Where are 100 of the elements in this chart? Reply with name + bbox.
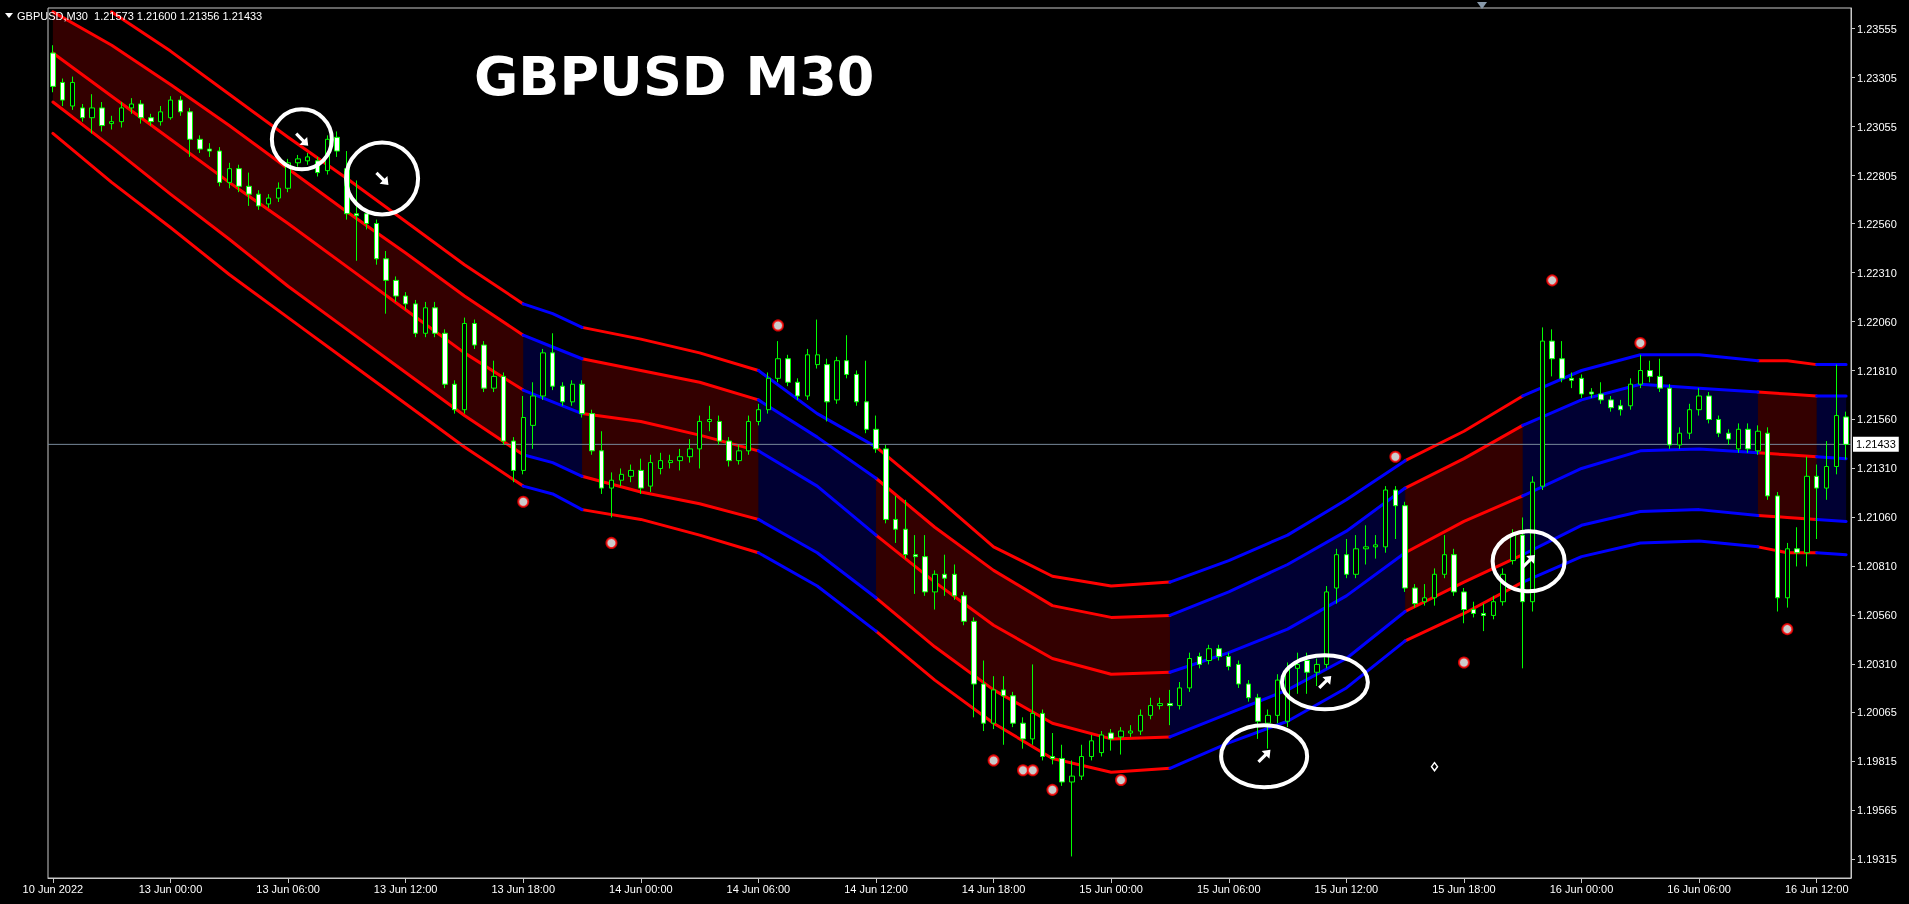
candlestick [462, 317, 467, 415]
candlestick [432, 301, 438, 338]
candlestick [1559, 340, 1565, 383]
candlestick [1540, 326, 1545, 491]
candlestick [1481, 603, 1486, 632]
candlestick [619, 467, 624, 487]
candlestick [628, 464, 634, 483]
x-tick-label: 13 Jun 18:00 [491, 882, 556, 895]
candlestick [246, 172, 252, 207]
candlestick [1647, 360, 1653, 383]
x-tick-label: 16 Jun 12:00 [1784, 882, 1849, 895]
candlestick [932, 569, 938, 611]
text: GBPUSD M30 [474, 44, 875, 108]
candlestick [1295, 652, 1300, 695]
candlestick [119, 101, 124, 129]
y-tick-label: 1.22560 [1857, 217, 1897, 230]
y-tick-label: 1.22060 [1857, 315, 1897, 328]
y-tick-label: 1.22805 [1857, 169, 1897, 182]
x-tick-label: 16 Jun 00:00 [1549, 882, 1614, 895]
x-tick-label: 15 Jun 06:00 [1196, 882, 1261, 895]
candlestick [1726, 428, 1731, 446]
candlestick [570, 379, 575, 407]
candlestick [648, 454, 653, 493]
point [1114, 774, 1127, 787]
candlestick [1383, 485, 1388, 554]
candlestick [805, 348, 810, 401]
candlestick [1677, 426, 1682, 450]
candlestick [1628, 377, 1633, 411]
candlestick [1667, 383, 1672, 450]
candlestick [1118, 726, 1124, 756]
candlestick [129, 97, 134, 115]
candlestick [1206, 644, 1212, 665]
y-tick-label: 1.19565 [1857, 804, 1897, 817]
candlestick [1657, 358, 1663, 393]
candlestick [511, 436, 516, 483]
candlestick [158, 105, 163, 127]
candlestick [1775, 491, 1780, 613]
candlestick [1001, 675, 1006, 746]
candlestick [1402, 501, 1408, 593]
candlestick [256, 189, 261, 211]
ref-line-label: 1.21433 [1856, 438, 1896, 451]
candlestick [99, 101, 105, 132]
point [1457, 656, 1470, 669]
candlestick [991, 675, 996, 730]
candlestick [726, 436, 732, 468]
candlestick [1187, 652, 1192, 693]
candlestick [1687, 403, 1692, 440]
candlestick [70, 76, 75, 111]
candlestick [550, 332, 555, 391]
x-tick-label: 13 Jun 12:00 [373, 882, 438, 895]
candlestick [374, 219, 379, 266]
x-tick-label: 13 Jun 00:00 [138, 882, 203, 895]
x-tick-label: 16 Jun 06:00 [1667, 882, 1731, 895]
x-tick-label: 15 Jun 00:00 [1079, 882, 1143, 895]
x-tick-label: 15 Jun 12:00 [1314, 882, 1379, 895]
candlestick [1765, 426, 1770, 501]
candlestick [50, 44, 56, 93]
point [1546, 274, 1559, 287]
y-tick-label: 1.23055 [1857, 120, 1897, 133]
candlestick [1040, 708, 1045, 761]
candlestick [1549, 328, 1555, 377]
candlestick [1393, 485, 1398, 540]
candlestick [785, 354, 791, 387]
candlestick [1010, 691, 1016, 728]
candlestick [1510, 528, 1516, 565]
candlestick [1696, 387, 1702, 417]
candlestick [844, 334, 849, 379]
candlestick [1442, 534, 1447, 579]
x-tick-label: 14 Jun 06:00 [726, 882, 791, 895]
candlestick [638, 458, 644, 495]
candlestick [138, 99, 144, 125]
point [1389, 450, 1402, 463]
candlestick [1128, 724, 1133, 738]
candlestick [1353, 534, 1359, 579]
point [1046, 783, 1059, 796]
candlestick [1059, 744, 1065, 787]
candlestick [1373, 534, 1378, 560]
candlestick [687, 438, 693, 464]
candlestick [883, 444, 889, 524]
candlestick [677, 448, 683, 471]
candlestick [109, 115, 114, 130]
candlestick [942, 554, 947, 597]
candlestick [589, 409, 595, 456]
candlestick [756, 403, 761, 426]
candlestick [893, 495, 898, 544]
candlestick [560, 381, 565, 407]
x-tick-label: 14 Jun 18:00 [961, 882, 1026, 895]
candlestick [295, 154, 301, 168]
y-tick-label: 1.20310 [1857, 658, 1897, 671]
candlestick [1461, 587, 1467, 624]
candlestick [697, 415, 702, 469]
candlestick [981, 660, 986, 732]
candlestick [1226, 652, 1231, 671]
candlestick [766, 371, 771, 415]
y-tick-label: 1.20065 [1857, 706, 1897, 719]
candlestick [1108, 728, 1114, 752]
candlestick [442, 328, 448, 389]
candlestick [736, 444, 742, 466]
candlestick [1157, 697, 1163, 710]
candlestick [824, 358, 830, 422]
